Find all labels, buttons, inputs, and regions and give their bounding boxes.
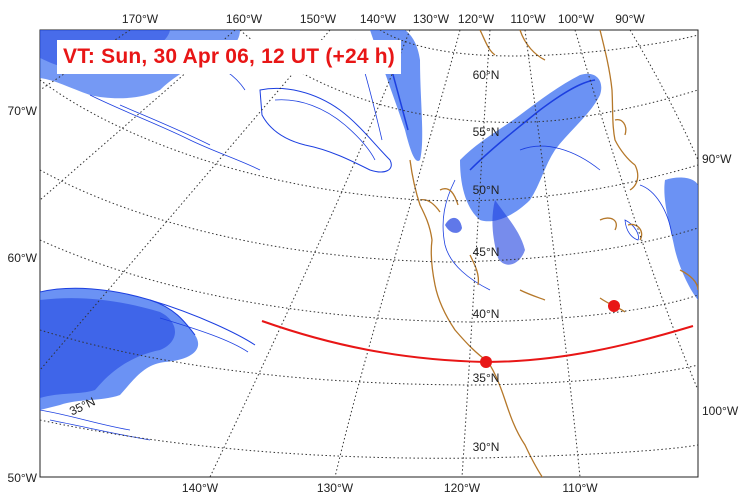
title-box: VT: Sun, 30 Apr 06, 12 UT (+24 h)	[57, 40, 401, 74]
lon-label: 120°W	[458, 12, 495, 26]
marker-los-angeles[interactable]	[480, 356, 492, 368]
lon-label: 90°W	[615, 12, 645, 26]
map-frame	[39, 29, 699, 478]
edge-label: 90°W	[702, 152, 732, 166]
graticule	[40, 30, 698, 477]
lon-label: 140°W	[360, 12, 397, 26]
lon-label: 100°W	[558, 12, 595, 26]
edge-label: 70°W	[8, 104, 38, 118]
lat-labels-right: 90°W 100°W	[702, 152, 739, 418]
edge-label: 60°W	[8, 251, 38, 265]
lon-label: 130°W	[413, 12, 450, 26]
lon-label: 120°W	[444, 481, 481, 495]
lat-label: 50°N	[473, 183, 500, 197]
coastline	[409, 30, 698, 477]
edge-label: 50°W	[8, 471, 38, 485]
edge-label: 100°W	[702, 404, 739, 418]
lon-label: 140°W	[182, 481, 219, 495]
lon-label: 110°W	[510, 12, 546, 26]
lon-label: 170°W	[122, 12, 159, 26]
lat-label: 55°N	[473, 125, 500, 139]
lon-label: 130°W	[317, 481, 354, 495]
marker-nevada[interactable]	[608, 300, 620, 312]
lat-label: 40°N	[473, 307, 500, 321]
lon-label: 160°W	[226, 12, 263, 26]
lon-labels-top: 170°W 160°W 150°W 140°W 130°W 120°W 110°…	[122, 12, 645, 26]
valid-time-title: VT: Sun, 30 Apr 06, 12 UT (+24 h)	[63, 45, 395, 68]
contour-band-east	[624, 177, 698, 300]
lat-label: 60°N	[473, 68, 500, 82]
lat-label: 35°N	[473, 371, 500, 385]
lat-label: 30°N	[473, 440, 500, 454]
lat-labels-left: 70°W 60°W 50°W	[8, 104, 38, 485]
lat-label: 45°N	[473, 245, 500, 259]
lon-label: 110°W	[562, 481, 598, 495]
contour-band-canada	[442, 73, 602, 291]
contour-band-west	[40, 287, 256, 441]
lon-labels-bottom: 140°W 130°W 120°W 110°W	[182, 481, 598, 495]
lon-label: 150°W	[300, 12, 337, 26]
